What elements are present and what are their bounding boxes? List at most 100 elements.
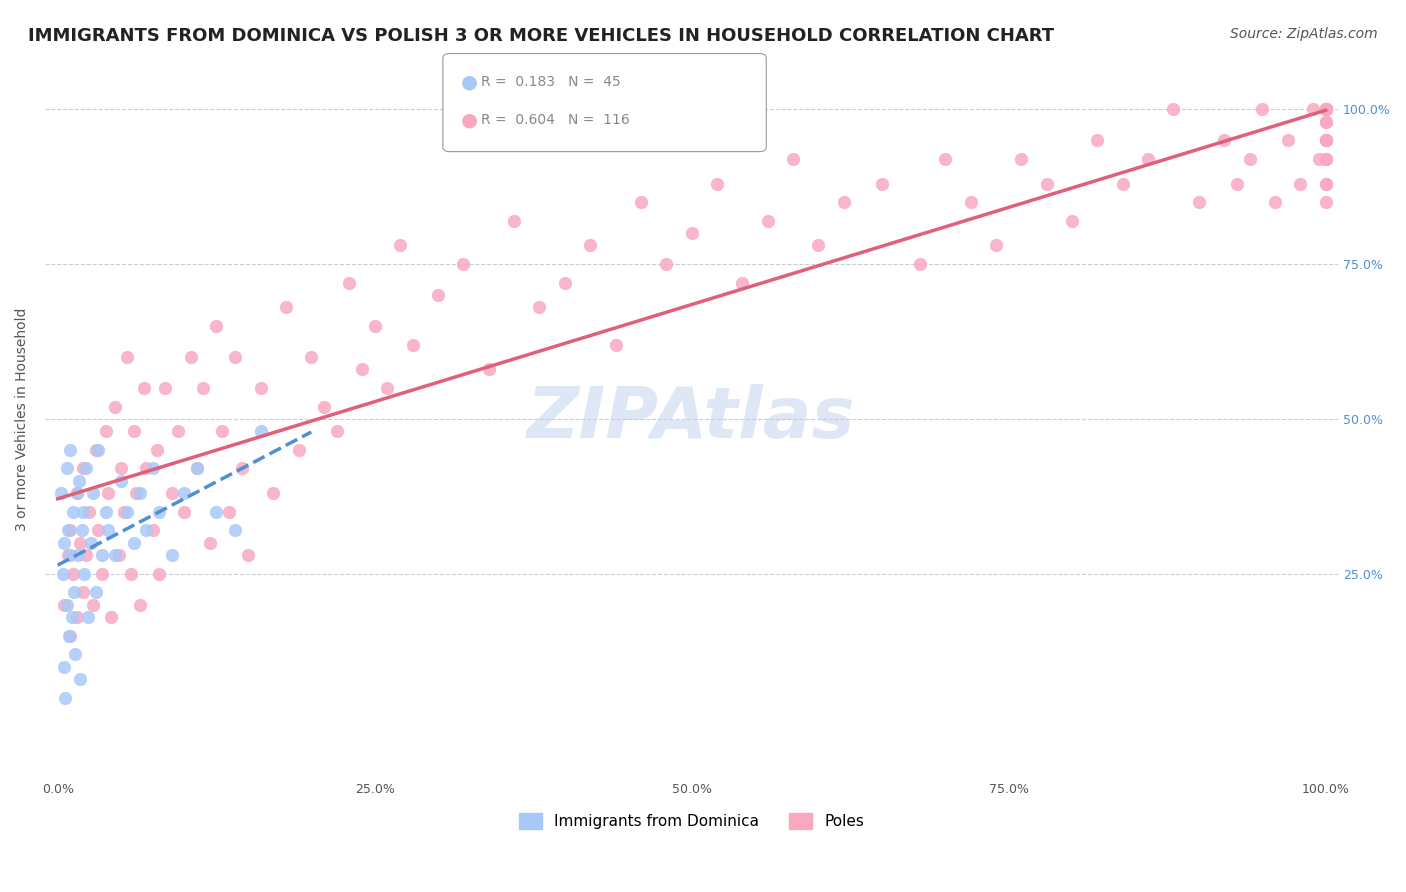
Point: [1315, 152, 1337, 166]
Point: [79, 505, 101, 519]
Point: [1264, 195, 1286, 210]
Point: [110, 474, 132, 488]
Point: [1137, 152, 1160, 166]
Text: R =  0.604   N =  116: R = 0.604 N = 116: [481, 113, 630, 128]
Point: [1010, 152, 1032, 166]
Point: [807, 238, 830, 252]
Point: [77, 610, 100, 624]
Point: [82, 598, 104, 612]
Text: ●: ●: [461, 72, 478, 92]
Point: [325, 425, 347, 439]
Point: [104, 548, 127, 562]
Point: [66, 548, 89, 562]
Point: [145, 442, 167, 457]
Point: [53, 690, 76, 705]
Point: [1213, 133, 1236, 147]
Point: [94, 425, 117, 439]
Point: [198, 536, 221, 550]
Point: [312, 400, 335, 414]
Point: [908, 257, 931, 271]
Point: [363, 318, 385, 333]
Point: [1302, 102, 1324, 116]
Point: [427, 288, 450, 302]
Point: [62, 505, 84, 519]
Point: [1315, 102, 1337, 116]
Point: [1315, 133, 1337, 147]
Point: [59, 548, 82, 562]
Point: [53, 598, 76, 612]
Point: [55, 598, 77, 612]
Point: [66, 486, 89, 500]
Point: [1060, 213, 1083, 227]
Point: [218, 505, 240, 519]
Point: [75, 548, 97, 562]
Point: [66, 610, 89, 624]
Point: [110, 461, 132, 475]
Point: [112, 505, 135, 519]
Point: [148, 505, 170, 519]
Point: [67, 474, 90, 488]
Point: [142, 524, 165, 538]
Point: [1315, 114, 1337, 128]
Point: [1188, 195, 1211, 210]
Point: [51, 486, 73, 500]
Point: [388, 238, 411, 252]
Point: [84, 585, 107, 599]
Point: [731, 276, 754, 290]
Point: [1315, 102, 1337, 116]
Point: [1163, 102, 1185, 116]
Point: [503, 213, 526, 227]
Point: [173, 486, 195, 500]
Point: [79, 536, 101, 550]
Point: [782, 152, 804, 166]
Point: [231, 461, 253, 475]
Point: [142, 461, 165, 475]
Point: [53, 536, 76, 550]
Point: [58, 629, 80, 643]
Point: [236, 548, 259, 562]
Point: [249, 381, 271, 395]
Text: R =  0.183   N =  45: R = 0.183 N = 45: [481, 75, 620, 89]
Point: [1315, 114, 1337, 128]
Point: [117, 350, 139, 364]
Point: [91, 566, 114, 581]
Point: [1315, 133, 1337, 147]
Point: [402, 337, 425, 351]
Point: [205, 505, 228, 519]
Point: [249, 425, 271, 439]
Point: [82, 486, 104, 500]
Point: [1315, 177, 1337, 191]
Point: [287, 442, 309, 457]
Point: [934, 152, 956, 166]
Point: [69, 536, 91, 550]
Point: [56, 548, 79, 562]
Point: [681, 226, 703, 240]
Point: [120, 566, 142, 581]
Point: [959, 195, 981, 210]
Point: [1315, 102, 1337, 116]
Point: [180, 350, 202, 364]
Point: [59, 524, 82, 538]
Point: [66, 486, 89, 500]
Point: [299, 350, 322, 364]
Point: [84, 442, 107, 457]
Point: [1315, 102, 1337, 116]
Text: ZIPAtlas: ZIPAtlas: [527, 384, 856, 453]
Point: [97, 524, 120, 538]
Point: [129, 486, 152, 500]
Point: [75, 461, 97, 475]
Point: [1315, 102, 1337, 116]
Point: [1315, 133, 1337, 147]
Point: [107, 548, 129, 562]
Point: [706, 177, 728, 191]
Point: [350, 362, 373, 376]
Point: [1035, 177, 1057, 191]
Point: [73, 566, 96, 581]
Point: [186, 461, 208, 475]
Point: [72, 505, 94, 519]
Point: [274, 301, 297, 315]
Point: [211, 425, 233, 439]
Point: [1315, 133, 1337, 147]
Point: [125, 486, 148, 500]
Point: [160, 548, 183, 562]
